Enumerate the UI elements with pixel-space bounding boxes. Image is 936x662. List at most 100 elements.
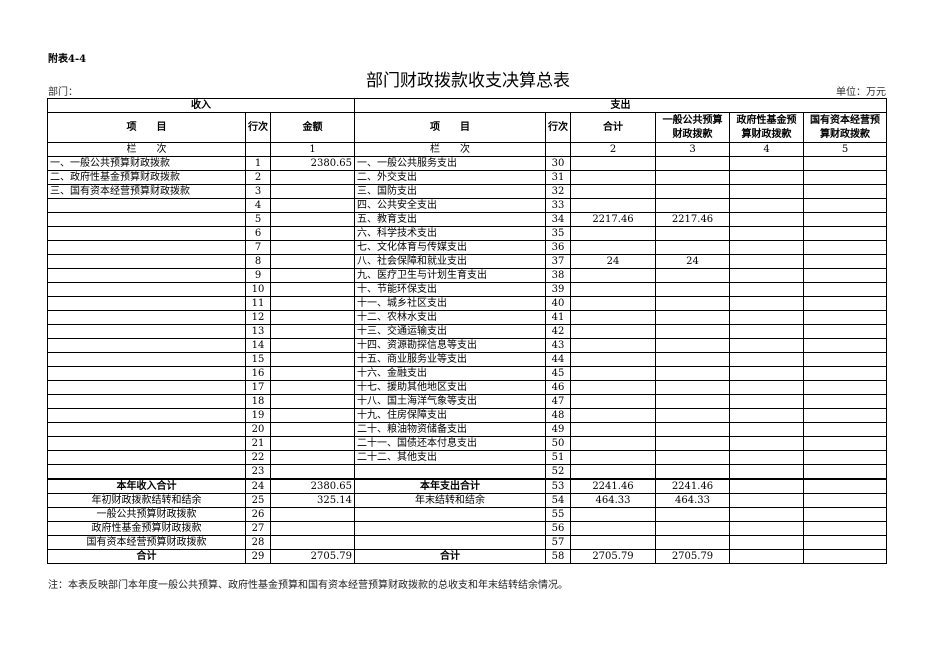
cell-s — [803, 549, 887, 564]
cell-in-item — [47, 408, 246, 423]
cell-g — [655, 464, 730, 480]
cell-f — [729, 422, 804, 437]
table-row: 17 十七、援助其他地区支出 46 — [47, 380, 887, 395]
cell-s — [803, 324, 887, 339]
cell-f — [729, 184, 804, 199]
cell-in-item — [47, 198, 246, 213]
cell-t — [570, 366, 656, 381]
cell-g — [655, 535, 730, 550]
cell-in-no: 20 — [245, 422, 271, 437]
cell-t — [570, 535, 656, 550]
cell-ex-item: 十六、金融支出 — [354, 366, 546, 381]
cell-in-amt — [270, 212, 355, 227]
cell-ex-no: 51 — [545, 450, 571, 465]
cell-ex-no: 46 — [545, 380, 571, 395]
cell-in-item — [47, 380, 246, 395]
table-row: 国有资本经营预算财政拨款 28 57 — [47, 535, 887, 550]
cell-in-no: 1 — [245, 156, 271, 171]
cell-ex-item: 十九、住房保障支出 — [354, 408, 546, 423]
cell-ex-no: 54 — [545, 493, 571, 508]
col-num-4: 4 — [729, 142, 804, 157]
col-num-2: 2 — [570, 142, 656, 157]
cell-in-item — [47, 422, 246, 437]
table-row: 一、一般公共预算财政拨款 1 2380.65 一、一般公共服务支出 30 — [47, 156, 887, 171]
table-row: 一般公共预算财政拨款 26 55 — [47, 507, 887, 522]
cell-ex-no: 42 — [545, 324, 571, 339]
table-row: 三、国有资本经营预算财政拨款 3 三、国防支出 32 — [47, 184, 887, 199]
cell-f — [729, 507, 804, 522]
table-row: 4 四、公共安全支出 33 — [47, 198, 887, 213]
cell-f — [729, 254, 804, 269]
cell-ex-no: 57 — [545, 535, 571, 550]
cell-g — [655, 408, 730, 423]
cell-ex-no: 38 — [545, 268, 571, 283]
cell-ex-item — [354, 535, 546, 550]
cell-ex-item — [354, 464, 546, 480]
cell-s — [803, 240, 887, 255]
cell-ex-no: 44 — [545, 352, 571, 367]
cell-s — [803, 394, 887, 409]
cell-ex-item: 十八、国土海洋气象等支出 — [354, 394, 546, 409]
cell-in-item: 一般公共预算财政拨款 — [47, 507, 246, 522]
expense-header: 支出 — [354, 98, 887, 113]
cell-ex-item: 十二、农林水支出 — [354, 310, 546, 325]
cell-f — [729, 338, 804, 353]
cell-in-item: 二、政府性基金预算财政拨款 — [47, 170, 246, 185]
cell-ex-no: 45 — [545, 366, 571, 381]
table-row: 合计 29 2705.79 合计 58 2705.79 2705.79 — [47, 549, 887, 564]
cell-t — [570, 507, 656, 522]
cell-in-no: 15 — [245, 352, 271, 367]
attachment-label: 附表4-4 — [48, 54, 87, 65]
cell-g — [655, 170, 730, 185]
cell-ex-no: 41 — [545, 310, 571, 325]
cell-in-no: 8 — [245, 254, 271, 269]
cell-f — [729, 549, 804, 564]
cell-in-amt — [270, 408, 355, 423]
cell-in-amt — [270, 198, 355, 213]
cell-ex-no: 49 — [545, 422, 571, 437]
cell-in-amt — [270, 268, 355, 283]
cell-s — [803, 156, 887, 171]
table-row: 19 十九、住房保障支出 48 — [47, 408, 887, 423]
cell-ex-item: 十一、城乡社区支出 — [354, 296, 546, 311]
cell-in-no: 28 — [245, 535, 271, 550]
cell-s — [803, 436, 887, 451]
cell-t — [570, 226, 656, 241]
table-row: 20 二十、粮油物资储备支出 49 — [47, 422, 887, 437]
table-row: 本年收入合计 24 2380.65 本年支出合计 53 2241.46 2241.46 — [47, 478, 887, 494]
income-item-header: 项 目 — [47, 112, 246, 143]
cell-g — [655, 268, 730, 283]
department-label: 部门： — [48, 87, 78, 98]
cell-g — [655, 324, 730, 339]
cell-g — [655, 282, 730, 297]
cell-in-amt — [270, 352, 355, 367]
cell-s — [803, 268, 887, 283]
cell-ex-item: 五、教育支出 — [354, 212, 546, 227]
cell-in-amt — [270, 422, 355, 437]
cell-s — [803, 310, 887, 325]
cell-in-item — [47, 226, 246, 241]
cell-in-item — [47, 282, 246, 297]
cell-g — [655, 156, 730, 171]
cell-ex-no: 37 — [545, 254, 571, 269]
table-row: 6 六、科学技术支出 35 — [47, 226, 887, 241]
cell-ex-item: 二十二、其他支出 — [354, 450, 546, 465]
cell-in-amt — [270, 338, 355, 353]
total-header: 合计 — [570, 112, 656, 143]
cell-in-amt: 2380.65 — [270, 156, 355, 171]
cell-f — [729, 310, 804, 325]
cell-g — [655, 422, 730, 437]
cell-in-item: 本年收入合计 — [47, 478, 246, 494]
cell-in-item — [47, 450, 246, 465]
cell-ex-no: 56 — [545, 521, 571, 536]
col-label: 栏 次 — [47, 142, 246, 157]
cell-g — [655, 394, 730, 409]
cell-ex-item: 七、文化体育与传媒支出 — [354, 240, 546, 255]
cell-in-no: 5 — [245, 212, 271, 227]
table-row: 16 十六、金融支出 45 — [47, 366, 887, 381]
cell-ex-item: 十七、援助其他地区支出 — [354, 380, 546, 395]
cell-in-no: 4 — [245, 198, 271, 213]
cell-ex-item — [354, 521, 546, 536]
cell-ex-no: 47 — [545, 394, 571, 409]
table-row: 政府性基金预算财政拨款 27 56 — [47, 521, 887, 536]
